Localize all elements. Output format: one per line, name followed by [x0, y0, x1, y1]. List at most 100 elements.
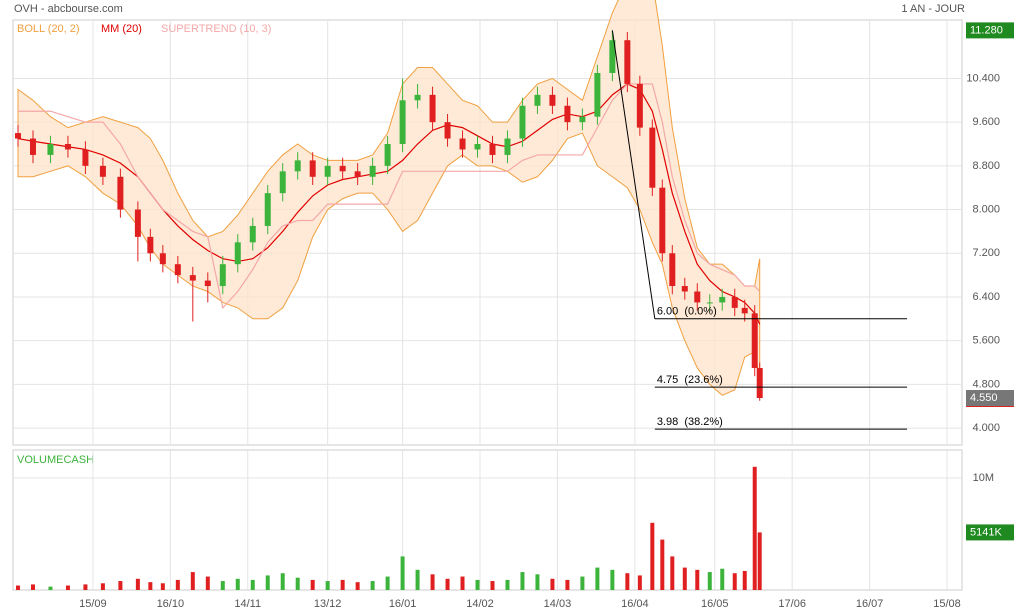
candle-body — [47, 144, 54, 155]
candle-body — [659, 187, 666, 254]
candle-body — [429, 94, 436, 123]
volume-bar — [475, 579, 480, 590]
candle-body — [117, 176, 124, 210]
fib-label: 4.75 (23.6%) — [657, 374, 723, 386]
volume-bar — [250, 579, 255, 590]
volume-bar — [415, 569, 420, 590]
candle-body — [399, 100, 406, 145]
volume-bar — [160, 583, 165, 590]
volume-bar — [100, 583, 105, 590]
trend-line — [611, 30, 656, 319]
volume-bar — [340, 579, 345, 590]
volume-bar — [637, 575, 642, 590]
volume-bar — [742, 570, 747, 590]
candle-body — [147, 236, 154, 254]
fib-label: 6.00 (0.0%) — [657, 306, 717, 318]
candle-body — [309, 160, 316, 177]
candle-body — [294, 160, 301, 172]
header-period: 1 AN - JOUR — [901, 3, 965, 15]
candle-body — [29, 138, 36, 155]
price-badge-label: 5141K — [970, 526, 1002, 538]
x-tick-label: 14/03 — [544, 598, 572, 610]
candle-body — [564, 105, 571, 123]
candle-body — [669, 253, 676, 287]
volume-bar — [460, 576, 465, 590]
candle-body — [369, 165, 376, 177]
volume-bar — [310, 579, 315, 590]
candle-body — [64, 144, 71, 150]
candle-body — [384, 144, 391, 166]
candle-body — [636, 83, 643, 128]
volume-bar — [135, 578, 140, 590]
price-badge-label: 4.550 — [970, 392, 998, 404]
volume-bar — [565, 579, 570, 590]
x-tick-label: 16/04 — [621, 598, 649, 610]
legend-entry: MM (20) — [101, 23, 142, 35]
price-badge-label: 11.280 — [970, 24, 1003, 36]
candle-body — [219, 264, 226, 287]
volume-bar — [757, 532, 762, 590]
volume-bar — [752, 466, 757, 590]
x-tick-label: 17/06 — [778, 598, 806, 610]
candle-body — [579, 116, 586, 123]
volume-bar — [520, 572, 525, 590]
volume-bar — [148, 582, 153, 590]
candle-body — [731, 296, 738, 308]
candle-body — [474, 144, 481, 150]
candle-body — [324, 165, 331, 177]
volume-bar — [535, 574, 540, 590]
volume-bar — [265, 575, 270, 590]
volume-bar — [295, 577, 300, 590]
candle-body — [204, 280, 211, 287]
volume-bar — [660, 539, 665, 590]
volume-bar — [625, 573, 630, 590]
x-tick-label: 16/05 — [701, 598, 729, 610]
volume-bar — [235, 578, 240, 590]
volume-title: VOLUMECASH — [17, 454, 94, 466]
candle-body — [694, 291, 701, 303]
x-tick-label: 16/01 — [389, 598, 417, 610]
candle-body — [134, 209, 141, 237]
candle-body — [444, 122, 451, 139]
volume-bar — [695, 569, 700, 590]
candle-body — [609, 40, 616, 73]
volume-bar — [610, 569, 615, 590]
volume-bar — [707, 572, 712, 590]
candle-body — [414, 94, 421, 101]
volume-bar — [490, 581, 495, 590]
candle-body — [174, 264, 181, 276]
y-tick-label: 8.800 — [972, 160, 1000, 172]
y-tick-label: 10M — [973, 472, 994, 484]
x-tick-label: 14/02 — [466, 598, 494, 610]
candle-body — [549, 94, 556, 106]
volume-bar — [595, 567, 600, 590]
indicator-line — [17, 83, 761, 310]
candle-body — [519, 105, 526, 139]
candle-body — [459, 138, 466, 150]
volume-bar — [505, 579, 510, 590]
volume-bar — [175, 579, 180, 590]
volume-bar — [400, 556, 405, 590]
x-tick-label: 13/12 — [314, 598, 342, 610]
volume-bar — [430, 574, 435, 590]
volume-bar — [370, 581, 375, 590]
fib-label: 3.98 (38.2%) — [657, 416, 723, 428]
legend-entry: BOLL (20, 2) — [17, 23, 80, 35]
candle-body — [751, 313, 758, 368]
y-tick-label: 7.200 — [972, 247, 1000, 259]
candle-body — [159, 253, 166, 265]
y-tick-label: 4.800 — [972, 378, 1000, 390]
candle-body — [741, 307, 748, 314]
candle-body — [354, 171, 361, 177]
legend-entry: SUPERTREND (10, 3) — [161, 23, 271, 35]
x-tick-label: 16/10 — [157, 598, 185, 610]
volume-bar — [580, 576, 585, 590]
candle-body — [264, 193, 271, 226]
candle-body — [189, 275, 196, 281]
volume-bar — [550, 578, 555, 590]
y-tick-label: 6.400 — [972, 291, 1000, 303]
y-tick-label: 4.000 — [972, 422, 1000, 434]
header-title: OVH - abcbourse.com — [14, 3, 123, 15]
candle-body — [756, 367, 763, 399]
